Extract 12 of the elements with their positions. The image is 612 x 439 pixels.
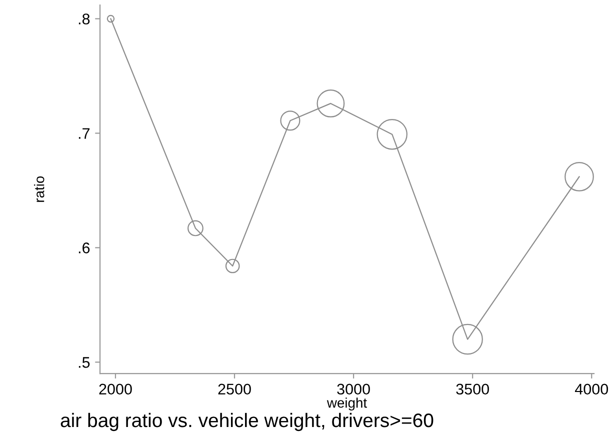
y-axis-title: ratio [34,176,44,202]
text: air bag ratio vs. vehicle weight, drivers>=60 [60,412,434,432]
x-tick-label: 2000 [99,384,132,395]
x-tick-label: 3500 [456,384,489,395]
y-tick-label: .6 [78,242,90,254]
y-tick-label: .5 [78,357,90,368]
x-axis-title: weight [326,398,367,411]
x-tick-label: 4000 [574,384,608,395]
x-tick-label: 2500 [218,384,251,395]
x-tick-label: 3000 [337,384,370,395]
y-tick-label: .7 [78,128,90,139]
y-tick-label: .8 [78,14,90,24]
